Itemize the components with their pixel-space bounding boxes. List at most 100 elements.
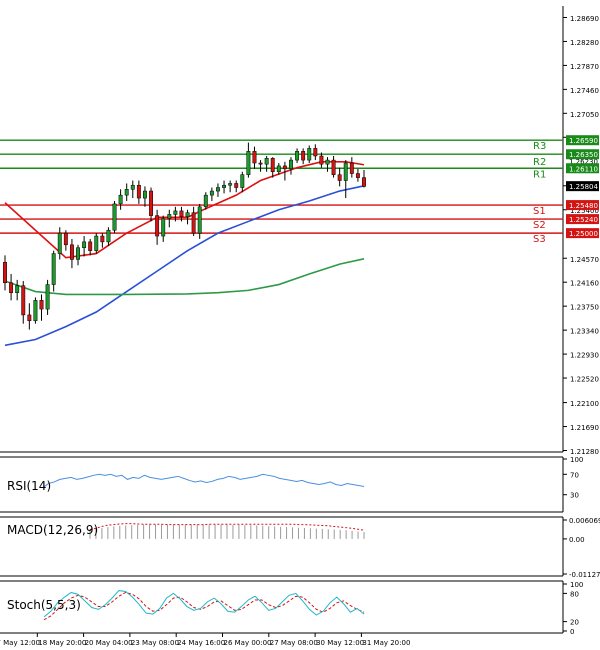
candle-body: [15, 285, 20, 293]
macd-tick-label: -0.011272: [569, 571, 600, 579]
stoch-k-line: [43, 590, 365, 618]
price-tick-label: 1.27050: [570, 111, 599, 119]
candle-body: [179, 210, 184, 218]
time-tick-label: 17 May 12:00: [0, 639, 40, 647]
candle-body: [39, 300, 44, 310]
price-tick-label: 1.25400: [570, 207, 599, 215]
level-price-badge: [566, 135, 599, 146]
candle-body: [264, 158, 269, 165]
price-tick-label: 1.22930: [570, 352, 599, 360]
rsi-line: [42, 473, 365, 488]
level-price-label: 1.25240: [569, 216, 598, 224]
level-price-badge: [566, 200, 599, 211]
candle-body: [203, 194, 208, 208]
rsi-tick-label: 100: [570, 456, 583, 464]
candle-body: [100, 235, 105, 243]
time-tick-label: 23 May 08:00: [131, 639, 179, 647]
level-price-label: 1.25480: [569, 202, 598, 210]
candle-body: [209, 190, 214, 196]
rsi-tick-labels: 100 70 30: [563, 456, 583, 500]
time-tick-label: 20 May 04:00: [85, 639, 133, 647]
candle-body: [57, 232, 62, 254]
candle-body: [3, 262, 7, 284]
level-price-label: 1.25000: [569, 230, 598, 238]
candle-body: [185, 212, 190, 218]
level-price-badge: [566, 163, 599, 174]
candle-body: [197, 206, 202, 234]
candle-body: [331, 159, 336, 175]
moving-average-line: [4, 185, 365, 347]
candle-body: [112, 203, 117, 231]
candle-body: [118, 194, 123, 205]
price-tick-label: 1.22520: [570, 376, 599, 384]
candle-body: [51, 253, 56, 285]
level-name: S1: [533, 206, 546, 217]
macd-tick-label: 0.006069: [569, 517, 600, 525]
candle-body: [343, 162, 348, 181]
candle-body: [88, 241, 93, 251]
candle-body: [295, 151, 300, 161]
level-name: R1: [533, 169, 546, 180]
time-tick-label: 26 May 00:00: [224, 639, 272, 647]
candle-body: [252, 151, 257, 164]
level-price-badge: [566, 214, 599, 225]
macd-tick-label: 0.00: [569, 536, 585, 544]
level-price-label: 1.26590: [569, 137, 598, 145]
candle-body: [337, 174, 342, 181]
candle-body: [222, 184, 227, 188]
macd-label: MACD(12,26,9): [7, 523, 98, 537]
candle-body: [216, 187, 220, 192]
price-tick-label: 1.28280: [570, 39, 599, 47]
candle-body: [69, 244, 74, 260]
price-tick-label: 1.27460: [570, 87, 599, 95]
level-price-badge: [566, 228, 599, 239]
current-price-label: 1.25804: [569, 183, 598, 191]
candle-body: [9, 282, 14, 293]
macd-histogram: [89, 524, 365, 539]
candle-body: [94, 235, 99, 251]
candle-body: [173, 210, 178, 215]
stoch-label: Stoch(5,5,3): [7, 598, 81, 612]
candle-body: [21, 285, 26, 316]
candle-body: [276, 165, 281, 173]
stoch-tick-label: 20: [570, 619, 579, 627]
candle-body: [27, 314, 32, 322]
candle-body: [149, 190, 153, 216]
time-tick-label: 31 May 20:00: [362, 639, 410, 647]
level-price-label: 1.26350: [569, 151, 598, 159]
candle-body: [136, 184, 141, 199]
stoch-d-line: [43, 591, 365, 621]
candle-body: [161, 218, 166, 237]
candle-body: [362, 177, 366, 187]
candle-body: [130, 184, 135, 190]
price-tick-label: 1.24160: [570, 280, 599, 288]
candle-body: [282, 165, 287, 170]
rsi-tick-label: 30: [570, 492, 579, 500]
candle-body: [33, 300, 38, 322]
rsi-label: RSI(14): [7, 479, 51, 493]
time-tick-label: 30 May 12:00: [316, 639, 364, 647]
time-tick-label: 24 May 16:00: [177, 639, 225, 647]
candle-body: [142, 190, 147, 199]
price-tick-label: 1.23340: [570, 328, 599, 336]
candle-body: [155, 215, 160, 237]
candle-body: [319, 155, 324, 165]
candle-body: [349, 162, 354, 174]
macd-signal-line: [89, 523, 365, 531]
rsi-panel: 100 70 30 RSI(14): [0, 456, 583, 513]
level-price-label: 1.26110: [569, 165, 598, 173]
candle-body: [63, 232, 68, 246]
price-tick-label: 1.22100: [570, 400, 599, 408]
price-tick-label: 1.28690: [570, 15, 599, 23]
level-name: R2: [533, 157, 546, 168]
candle-body: [270, 158, 275, 173]
moving-average-line: [4, 258, 365, 296]
level-price-badge: [566, 149, 599, 160]
stoch-tick-label: 80: [570, 590, 579, 598]
time-tick-label: 27 May 08:00: [270, 639, 318, 647]
